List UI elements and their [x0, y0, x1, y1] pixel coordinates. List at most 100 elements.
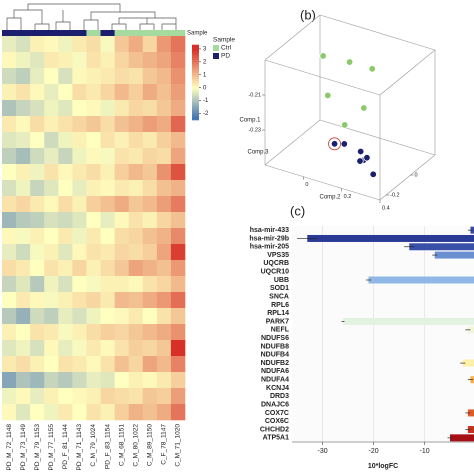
colorbar — [192, 70, 199, 74]
heatmap-cell — [44, 36, 59, 53]
heatmap-cell — [142, 340, 158, 357]
heatmap-cell — [100, 308, 115, 325]
y-tick-label: NDUFA6 — [261, 368, 289, 375]
colorbar — [192, 115, 199, 119]
heatmap-cell — [86, 52, 101, 69]
heatmap-cell — [156, 308, 172, 325]
heatmap-cell — [72, 132, 87, 149]
y-tick-label: RPL14 — [267, 310, 289, 317]
heatmap-cell — [170, 180, 186, 197]
heatmap-cell — [86, 132, 101, 149]
heatmap-cell — [156, 324, 172, 341]
heatmap-cell — [114, 324, 129, 341]
heatmap-cell — [2, 372, 17, 389]
heatmap-cell — [16, 196, 31, 213]
colorbar — [192, 46, 199, 50]
heatmap-cell — [30, 340, 45, 357]
heatmap-cell — [128, 260, 144, 277]
y-tick-label: NEFL — [271, 327, 290, 334]
x-tick-label: PD_M_71_1143 — [76, 424, 83, 471]
heatmap-cell — [72, 260, 87, 277]
heatmap-cell — [58, 84, 73, 101]
sample-annotation — [30, 30, 45, 36]
heatmap-cell — [44, 388, 59, 405]
heatmap-cell — [72, 292, 87, 309]
point — [345, 58, 354, 66]
heatmap-cell — [86, 308, 101, 325]
x-tick-label: C_F_78_1147 — [161, 424, 168, 465]
sample-annotation — [128, 30, 144, 36]
heatmap-cell — [72, 388, 87, 405]
heatmap-cell — [100, 324, 115, 341]
heatmap-cell — [156, 404, 172, 421]
colorbar — [192, 48, 199, 51]
heatmap-cell — [2, 388, 17, 405]
heatmap-cell — [100, 148, 115, 165]
heatmap-cell — [156, 148, 172, 165]
box-edge — [264, 59, 381, 96]
heatmap-cell — [58, 276, 73, 293]
heatmap-cell — [16, 164, 31, 181]
colorbar — [192, 50, 199, 53]
point — [340, 121, 349, 129]
colorbar-label: -1 — [203, 98, 209, 104]
colorbar — [192, 87, 199, 91]
heatmap-cell — [86, 244, 101, 261]
y-tick-label: -0.23 — [248, 127, 261, 133]
bar — [450, 434, 474, 442]
sample-annotation — [142, 30, 158, 36]
colorbar — [192, 95, 199, 98]
sample-annotation — [58, 30, 73, 36]
heatmap-cell — [156, 36, 172, 53]
panel-label: (b) — [300, 7, 316, 22]
heatmap-cell — [58, 116, 73, 133]
y-tick-label: NDUFS6 — [261, 335, 289, 342]
heatmap-cell — [114, 292, 129, 309]
heatmap-cell — [114, 340, 129, 357]
heatmap-cell — [128, 228, 144, 245]
heatmap-cell — [170, 164, 186, 181]
colorbar — [192, 74, 199, 78]
sample-annotation — [2, 30, 17, 36]
point — [330, 140, 339, 148]
heatmap-cell — [128, 68, 144, 85]
sample-annotation — [100, 30, 115, 36]
heatmap-cell — [128, 388, 144, 405]
heatmap-cell — [44, 212, 59, 229]
y-tick-label: UQCRB — [263, 260, 289, 267]
heatmap-cell — [170, 36, 186, 53]
heatmap-cell — [170, 340, 186, 357]
legend-swatch — [213, 53, 219, 59]
heatmap-cell — [86, 276, 101, 293]
bar — [462, 359, 474, 367]
box-edge — [264, 164, 381, 201]
heatmap-cell — [72, 100, 87, 117]
colorbar — [192, 82, 199, 85]
heatmap-cell — [156, 260, 172, 277]
colorbar — [192, 78, 199, 81]
sample-annotation — [156, 30, 172, 36]
heatmap-cell — [114, 308, 129, 325]
heatmap-cell — [114, 84, 129, 101]
heatmap-cell — [114, 36, 129, 53]
heatmap-cell — [30, 196, 45, 213]
heatmap-cell — [156, 340, 172, 357]
heatmap-cell — [128, 116, 144, 133]
box-edge — [319, 119, 436, 156]
heatmap-cell — [100, 404, 115, 421]
heatmap-cell — [2, 116, 17, 133]
heatmap-cell — [30, 292, 45, 309]
heatmap-cell — [58, 340, 73, 357]
heatmap-cell — [16, 292, 31, 309]
colorbar — [192, 85, 199, 89]
heatmap-cell — [44, 372, 59, 389]
heatmap-cell — [2, 292, 17, 309]
heatmap-cell — [156, 52, 172, 69]
heatmap-cell — [142, 228, 158, 245]
heatmap-cell — [72, 164, 87, 181]
bar — [467, 326, 474, 334]
heatmap-cell — [114, 148, 129, 165]
heatmap-cell — [170, 404, 186, 421]
panel-label: (c) — [290, 203, 305, 218]
heatmap-cell — [2, 404, 17, 421]
